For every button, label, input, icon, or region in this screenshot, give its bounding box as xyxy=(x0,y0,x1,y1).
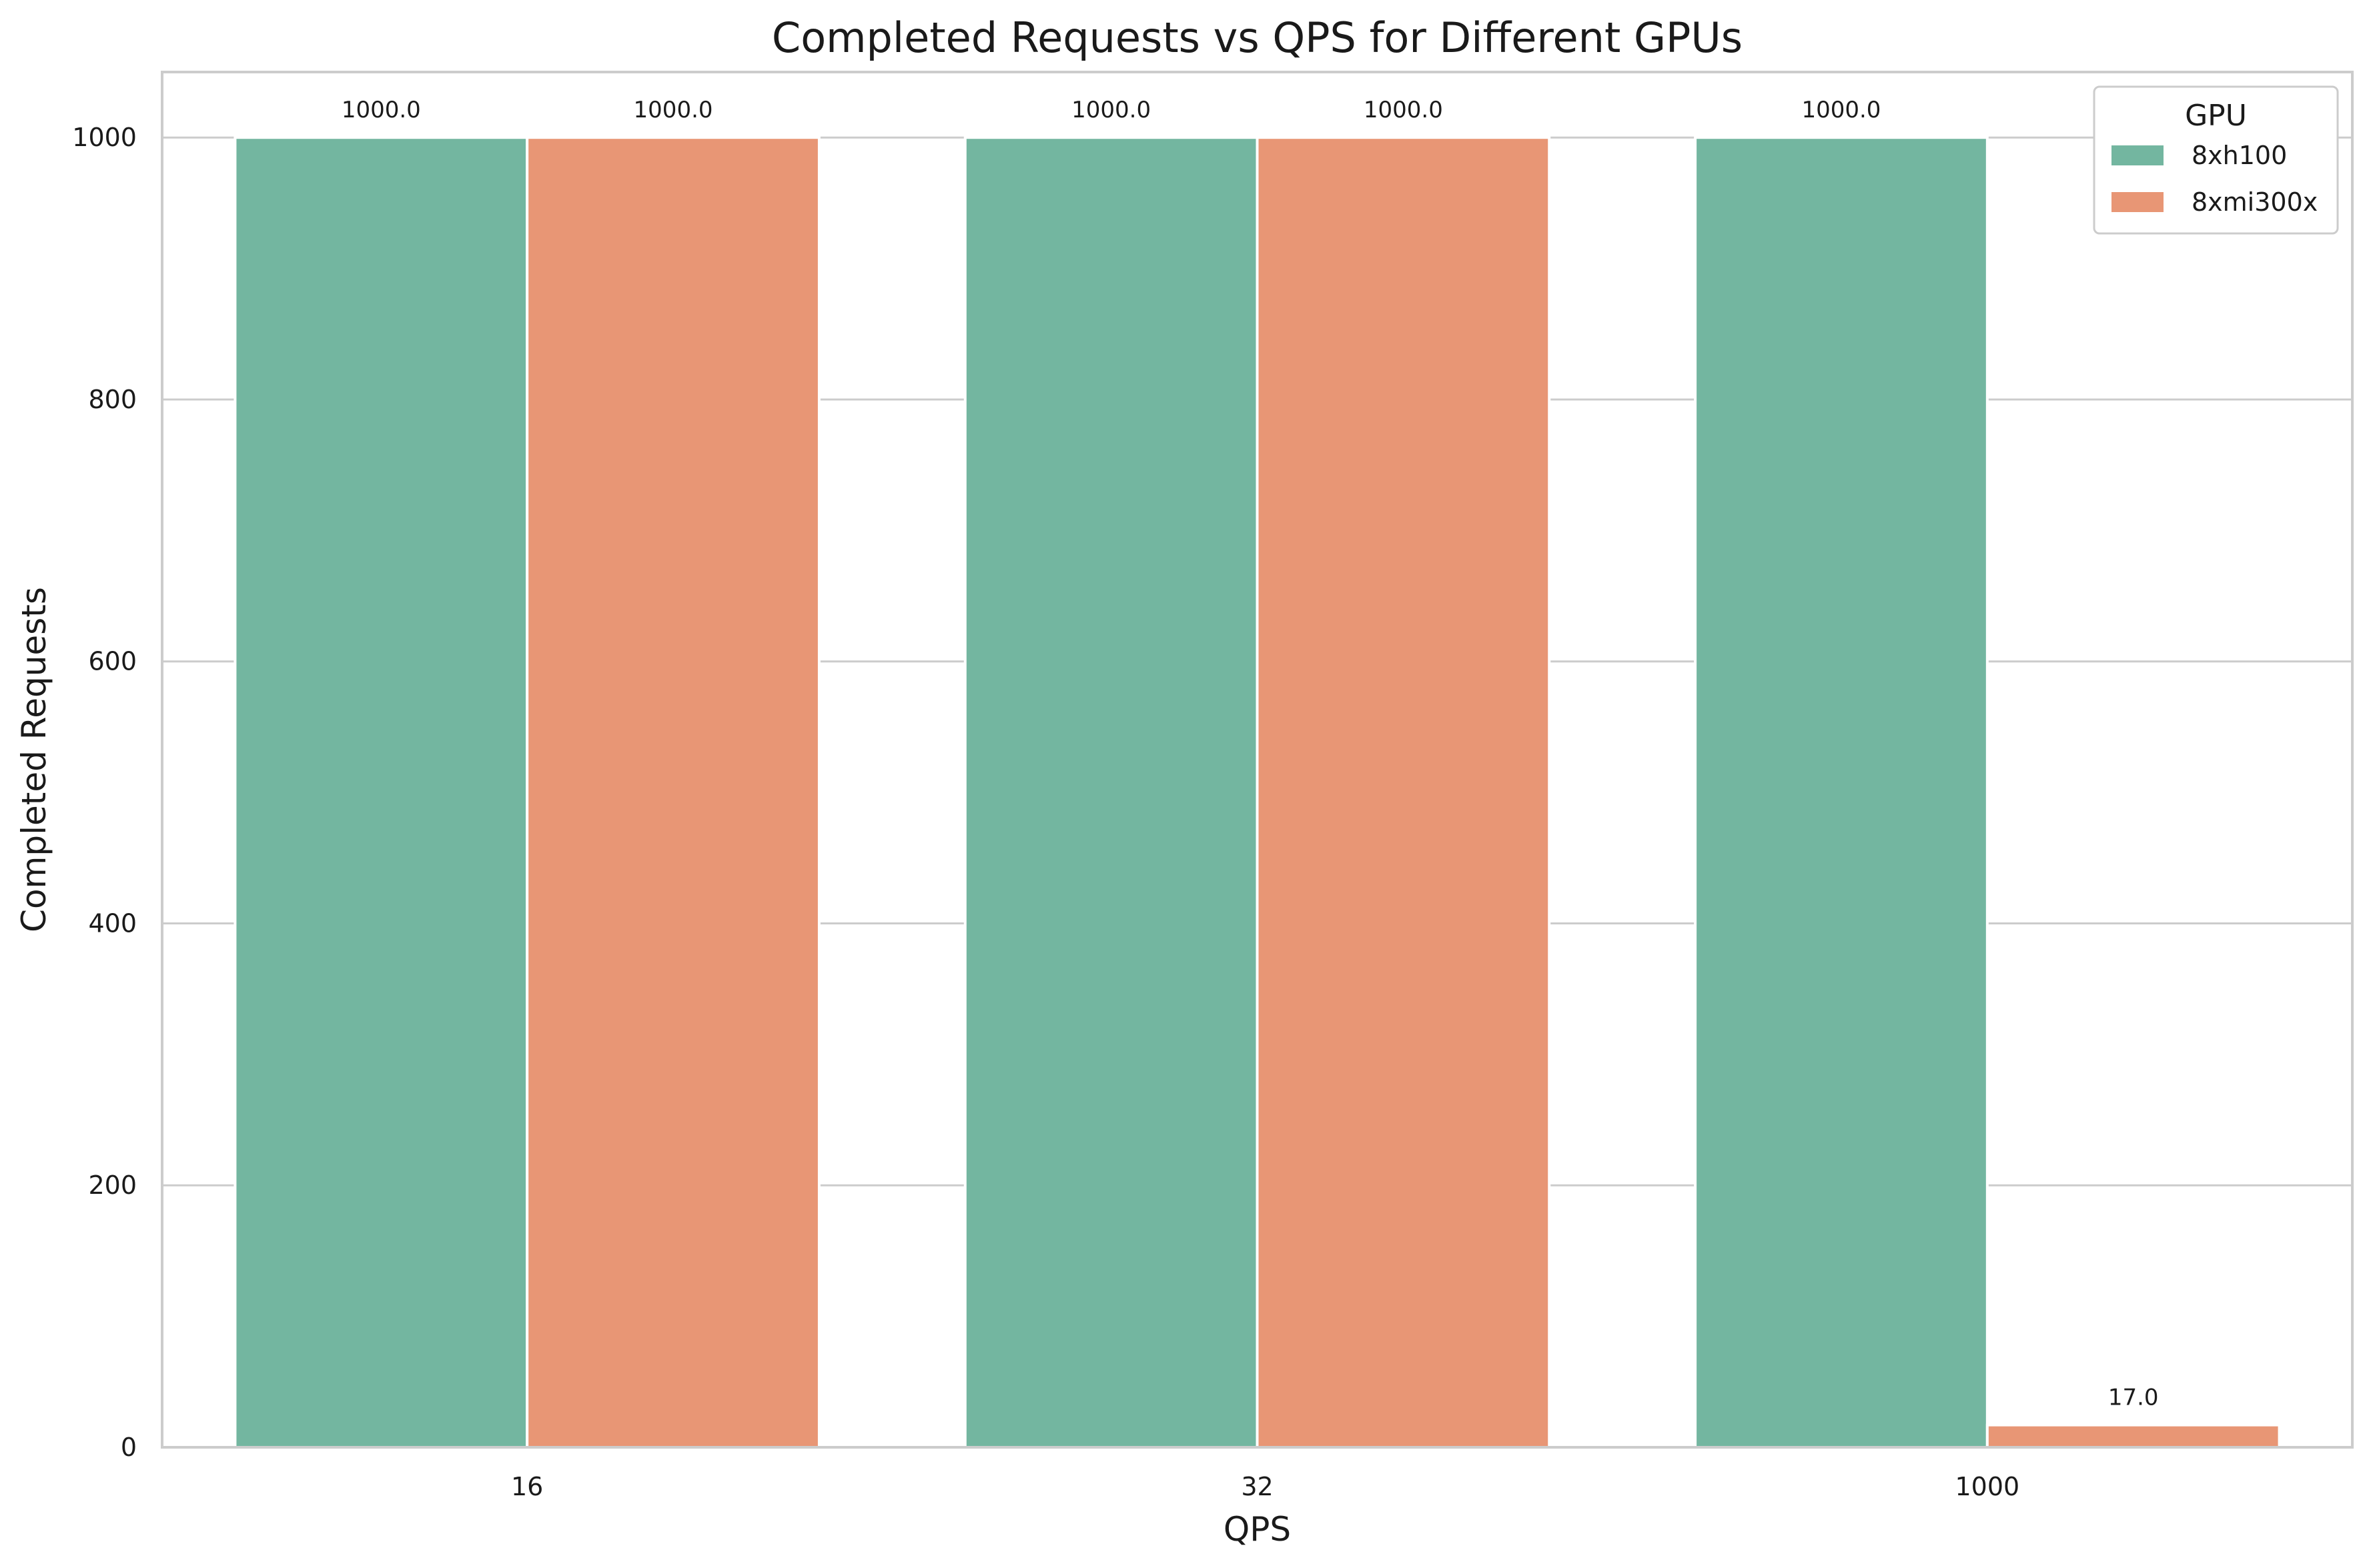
bar-8xh100-32 xyxy=(963,136,1259,1449)
legend: GPU 8xh100 8xmi300x xyxy=(2093,85,2339,235)
y-tick-label: 800 xyxy=(88,385,137,414)
x-tick-label: 32 xyxy=(1241,1472,1273,1501)
plot-frame xyxy=(161,71,2354,1449)
x-tick-labels: 16 32 1000 xyxy=(511,1472,2019,1501)
bar-8xmi300x-16 xyxy=(526,136,821,1449)
y-tick-label: 400 xyxy=(88,908,137,938)
legend-swatch-8xmi300x xyxy=(2111,192,2164,212)
y-axis-label: Completed Requests xyxy=(15,587,53,932)
data-label: 1000.0 xyxy=(1071,97,1151,123)
data-label: 1000.0 xyxy=(634,97,713,123)
data-label: 17.0 xyxy=(2108,1385,2159,1411)
y-tick-label: 0 xyxy=(121,1433,137,1462)
bar-8xmi300x-1000 xyxy=(1985,1423,2281,1449)
bar-8xh100-16 xyxy=(233,136,529,1449)
x-tick-label: 1000 xyxy=(1955,1472,2019,1501)
bar-8xmi300x-32 xyxy=(1256,136,1551,1449)
legend-label-8xmi300x: 8xmi300x xyxy=(2192,187,2318,217)
x-tick-label: 16 xyxy=(511,1472,543,1501)
bars xyxy=(233,136,2281,1449)
data-labels: 1000.0 1000.0 1000.0 1000.0 1000.0 17.0 xyxy=(342,97,2159,1411)
y-tick-label: 600 xyxy=(88,647,137,676)
legend-label-8xh100: 8xh100 xyxy=(2192,141,2287,170)
y-tick-label: 200 xyxy=(88,1170,137,1200)
legend-title: GPU xyxy=(2185,99,2247,133)
y-tick-labels: 0 200 400 600 800 1000 xyxy=(72,123,137,1462)
data-label: 1000.0 xyxy=(342,97,421,123)
chart-title: Completed Requests vs QPS for Different … xyxy=(772,13,1743,62)
bar-8xh100-1000 xyxy=(1694,136,1989,1449)
legend-swatch-8xh100 xyxy=(2111,145,2164,165)
data-label: 1000.0 xyxy=(1364,97,1443,123)
data-label: 1000.0 xyxy=(1801,97,1881,123)
x-axis-label: QPS xyxy=(1224,1510,1291,1549)
y-tick-label: 1000 xyxy=(72,123,137,152)
